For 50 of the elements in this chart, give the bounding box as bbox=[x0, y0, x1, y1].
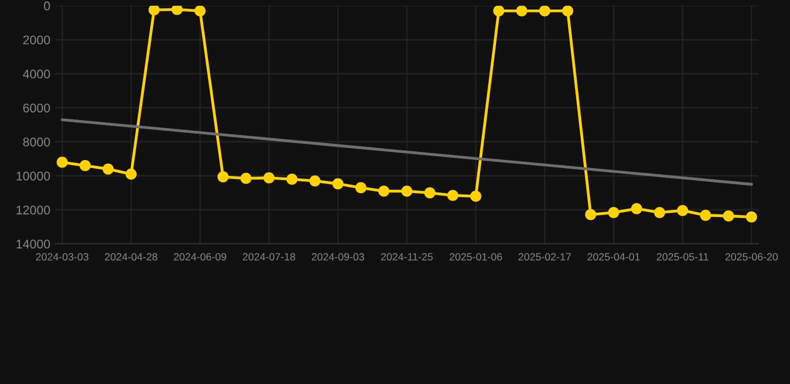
point bbox=[240, 172, 252, 184]
point bbox=[516, 6, 528, 16]
point bbox=[746, 211, 758, 223]
point bbox=[148, 6, 160, 16]
point bbox=[194, 6, 206, 16]
y-tick-label: 8000 bbox=[23, 138, 50, 146]
point bbox=[562, 6, 574, 16]
point bbox=[126, 168, 137, 180]
point bbox=[102, 163, 114, 175]
x-tick-label: 2024-06-09 bbox=[174, 253, 226, 261]
point bbox=[263, 172, 275, 184]
point bbox=[700, 210, 712, 221]
x-tick-label: 2025-02-17 bbox=[518, 253, 571, 261]
x-tick-label: 2024-07-18 bbox=[242, 253, 296, 261]
point bbox=[286, 174, 298, 185]
y-tick-label: 10000 bbox=[16, 172, 50, 180]
y-tick-label: 14000 bbox=[16, 240, 50, 248]
point bbox=[172, 6, 183, 16]
x-tick-label: 2025-05-11 bbox=[656, 253, 708, 261]
point bbox=[677, 204, 688, 216]
point bbox=[424, 187, 436, 198]
x-tick-label: 2025-01-06 bbox=[450, 253, 502, 261]
y-tick-label: 6000 bbox=[23, 104, 50, 112]
point bbox=[56, 156, 68, 168]
y-tick-label: 12000 bbox=[16, 206, 50, 214]
point bbox=[631, 203, 642, 214]
x-tick-label: 2025-06-20 bbox=[725, 253, 778, 261]
point bbox=[585, 209, 596, 220]
point bbox=[309, 175, 320, 186]
x-tick-label: 2025-04-01 bbox=[588, 253, 640, 261]
y-tick-label: 4000 bbox=[22, 70, 50, 78]
point bbox=[401, 186, 412, 197]
x-tick-label: 2024-09-03 bbox=[312, 253, 364, 261]
point bbox=[539, 6, 550, 16]
point bbox=[493, 6, 504, 16]
point bbox=[447, 190, 458, 201]
point bbox=[470, 190, 482, 202]
point bbox=[332, 178, 344, 190]
y-tick-label: 2000 bbox=[23, 36, 50, 44]
point bbox=[355, 182, 366, 194]
point bbox=[217, 171, 229, 182]
point bbox=[722, 210, 734, 222]
y-tick-label: 0 bbox=[44, 2, 50, 10]
point bbox=[378, 186, 390, 197]
x-tick-label: 2024-04-28 bbox=[105, 253, 158, 261]
point bbox=[654, 206, 666, 218]
point bbox=[608, 206, 620, 218]
x-tick-label: 2024-03-03 bbox=[36, 253, 88, 261]
point bbox=[80, 160, 91, 172]
x-tick-label: 2024-11-25 bbox=[381, 253, 433, 261]
